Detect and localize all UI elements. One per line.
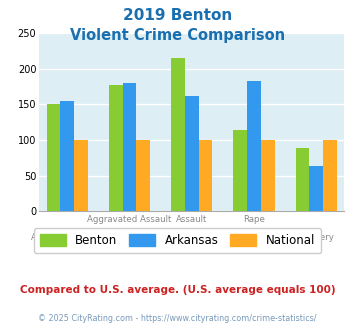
Legend: Benton, Arkansas, National: Benton, Arkansas, National — [34, 228, 321, 253]
Bar — [122, 83, 136, 211]
Bar — [185, 96, 198, 211]
Bar — [171, 58, 185, 211]
Text: Murder & Mans...: Murder & Mans... — [155, 233, 229, 242]
Text: Assault: Assault — [176, 214, 207, 223]
Bar — [198, 140, 212, 211]
Text: Robbery: Robbery — [298, 233, 334, 242]
Text: Violent Crime Comparison: Violent Crime Comparison — [70, 28, 285, 43]
Text: Rape: Rape — [243, 214, 265, 223]
Text: 2019 Benton: 2019 Benton — [123, 8, 232, 23]
Bar — [60, 101, 74, 211]
Text: Aggravated Assault: Aggravated Assault — [87, 214, 171, 223]
Text: Compared to U.S. average. (U.S. average equals 100): Compared to U.S. average. (U.S. average … — [20, 285, 335, 295]
Bar — [310, 166, 323, 211]
Bar — [234, 130, 247, 211]
Bar — [47, 104, 60, 211]
Bar — [261, 140, 274, 211]
Text: © 2025 CityRating.com - https://www.cityrating.com/crime-statistics/: © 2025 CityRating.com - https://www.city… — [38, 314, 317, 323]
Bar — [109, 85, 122, 211]
Text: All Violent Crime: All Violent Crime — [31, 233, 103, 242]
Bar — [296, 148, 310, 211]
Bar — [247, 81, 261, 211]
Bar — [74, 140, 88, 211]
Bar — [323, 140, 337, 211]
Bar — [136, 140, 150, 211]
